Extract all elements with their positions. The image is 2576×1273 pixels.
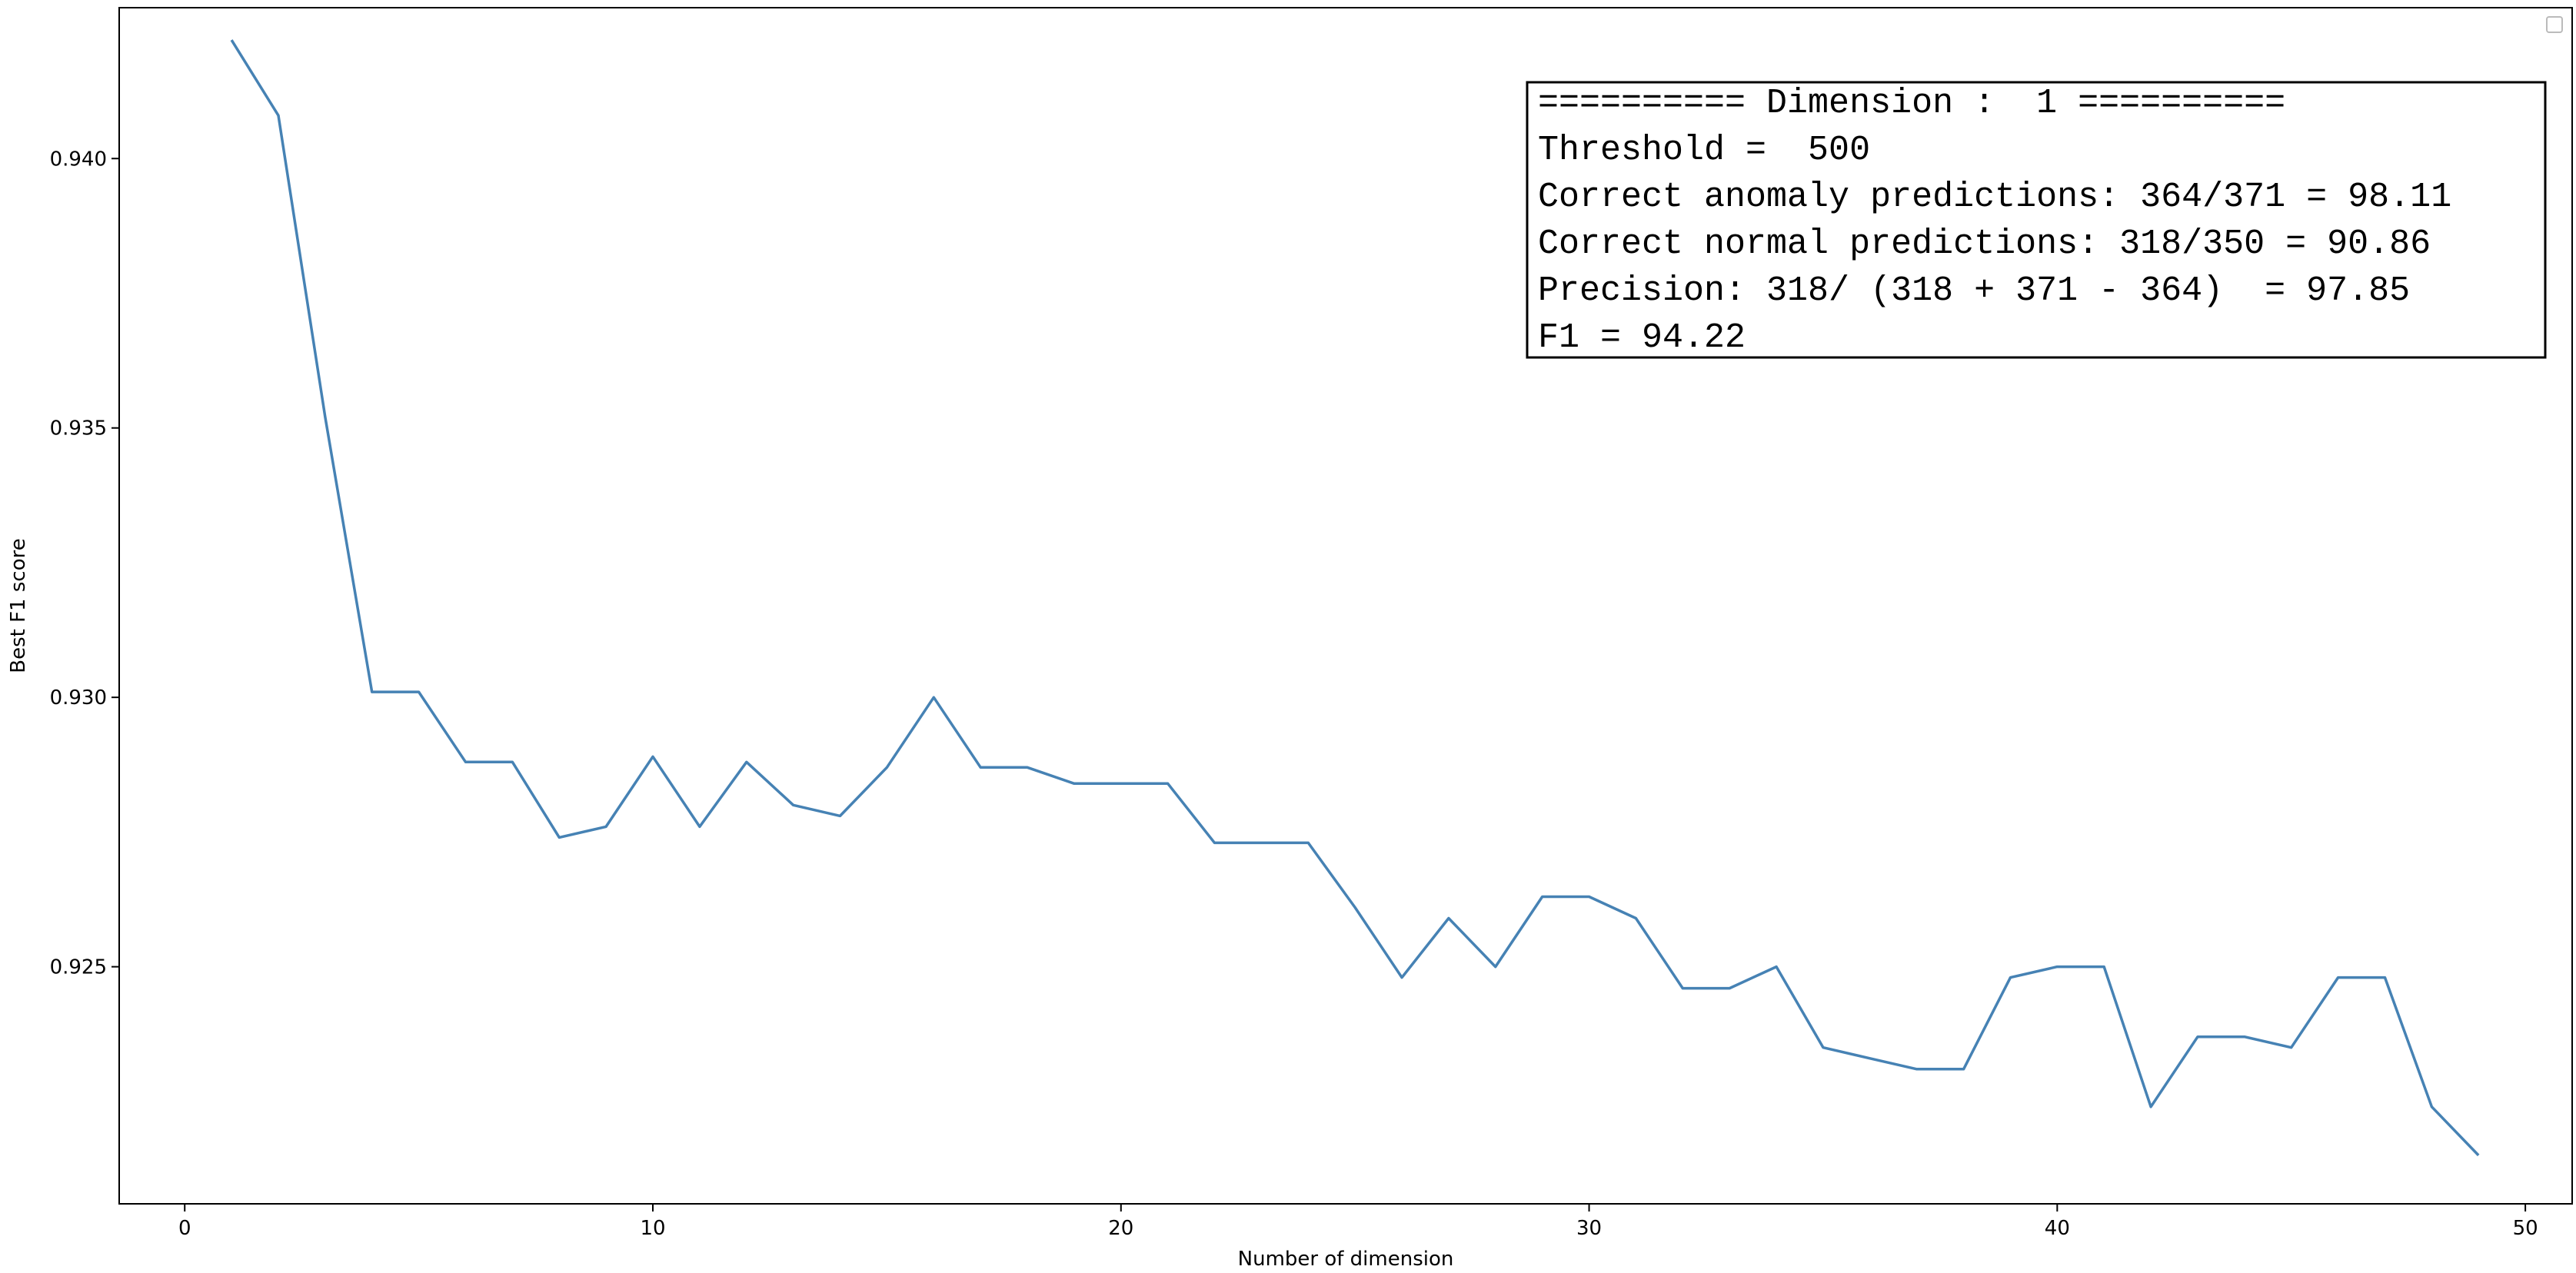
x-tick-label: 30: [1576, 1217, 1602, 1240]
legend-box: [2546, 16, 2563, 33]
annotation-line: Correct anomaly predictions: 364/371 = 9…: [1538, 178, 2451, 217]
x-tick-label: 10: [640, 1217, 665, 1240]
x-tick-label: 20: [1108, 1217, 1133, 1240]
y-tick-label: 0.935: [50, 417, 107, 440]
series-line-best-f1: [230, 39, 2480, 1157]
x-tick-label: 0: [178, 1217, 191, 1240]
y-axis-ticks: 0.925 0.930 0.935 0.940: [50, 148, 119, 979]
y-tick-label: 0.930: [50, 686, 107, 710]
annotation-text: ========== Dimension : 1 ========== Thres…: [1538, 84, 2451, 357]
annotation-line: Threshold = 500: [1538, 131, 1870, 170]
plot-frame: [118, 7, 2573, 1205]
x-tick-label: 40: [2045, 1217, 2070, 1240]
annotation-box: [1526, 81, 2547, 359]
x-axis-label: Number of dimension: [1238, 1248, 1454, 1271]
annotation-line: ========== Dimension : 1 ==========: [1538, 84, 2285, 123]
x-axis-ticks: 0 10 20 30 40 50: [178, 1204, 2538, 1240]
x-tick-label: 50: [2513, 1217, 2538, 1240]
annotation-line: Correct normal predictions: 318/350 = 90…: [1538, 224, 2431, 264]
y-axis-label: Best F1 score: [7, 538, 30, 673]
annotation-line: Precision: 318/ (318 + 371 - 364) = 97.8…: [1538, 271, 2410, 311]
y-tick-label: 0.940: [50, 148, 107, 171]
y-tick-label: 0.925: [50, 956, 107, 979]
annotation-line: F1 = 94.22: [1538, 318, 1746, 357]
